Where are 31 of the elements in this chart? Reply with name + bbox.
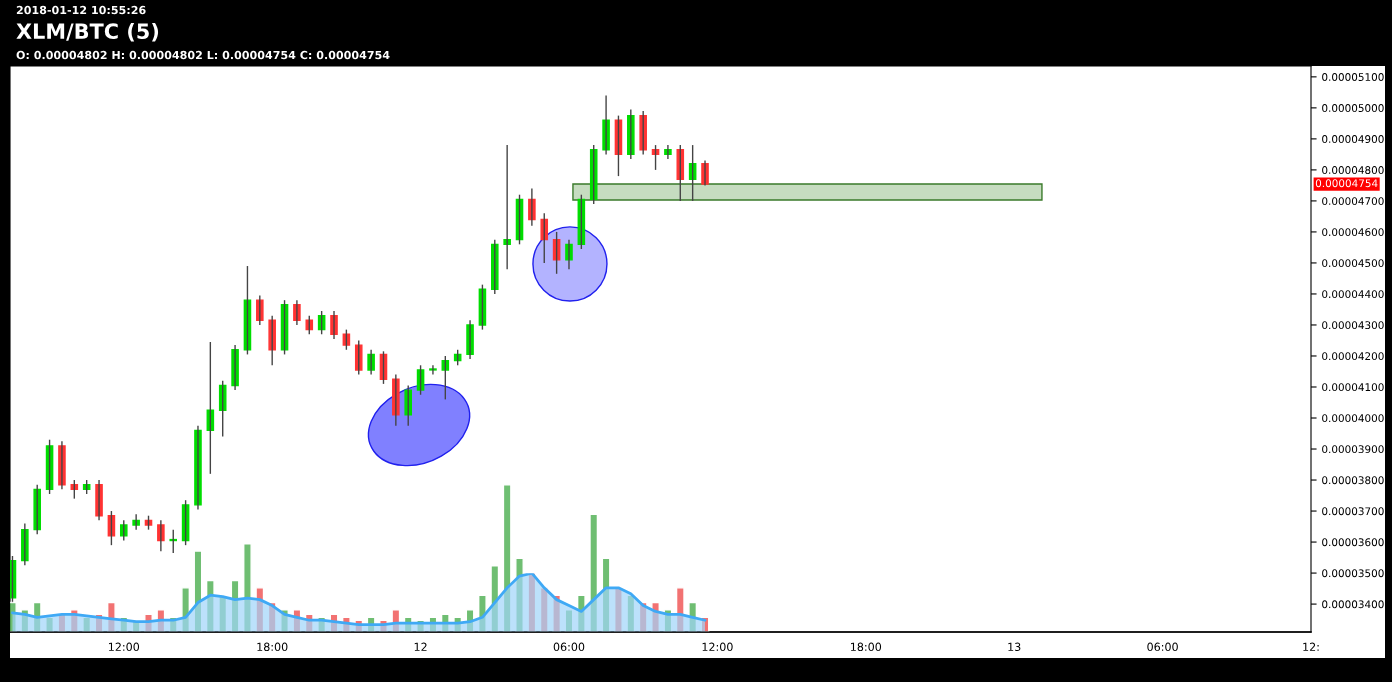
x-tick-label: 12:: [1303, 642, 1319, 651]
text: 2018-01-12 10:55:26: [16, 5, 146, 15]
y-tick-label: 0.00004600: [1322, 228, 1384, 237]
chart-subtitle: O: 0.00004802 H: 0.00004802 L: 0.00004754 C: 0.00004754: [16, 50, 390, 60]
text: 0.00004754: [1315, 179, 1378, 188]
x-tick-label: 06:00: [1147, 642, 1178, 652]
chart-title: XLM/BTC (5): [16, 22, 159, 42]
y-tick-label: 0.00003400: [1322, 600, 1384, 609]
y-tick-label: 0.00004700: [1322, 197, 1384, 206]
x-tick-label: 12:00: [108, 642, 140, 652]
y-tick-label: 0.00003600: [1322, 538, 1384, 547]
y-tick-label: 0.00003700: [1322, 507, 1384, 516]
x-tick-label: 12: [414, 642, 427, 651]
x-tick-label: 06:00: [553, 642, 585, 652]
y-tick-label: 0.00005000: [1322, 104, 1384, 112]
y-tick-label: 0.00003900: [1322, 445, 1384, 454]
y-tick-label: 0.00004800: [1322, 166, 1384, 174]
x-tick-label: 13: [1008, 642, 1021, 652]
y-tick-label: 0.00003500: [1322, 569, 1384, 578]
x-tick-label: 18:00: [851, 642, 882, 652]
x-tick-label: 12:00: [702, 642, 733, 652]
y-tick-label: 0.00004000: [1322, 414, 1384, 423]
y-tick-label: 0.00004900: [1322, 135, 1384, 143]
y-tick-label: 0.00003800: [1322, 476, 1384, 485]
x-tick-label: 18:00: [257, 642, 288, 652]
y-tick-label: 0.00004400: [1322, 290, 1384, 299]
y-tick-label: 0.00004100: [1322, 383, 1384, 392]
y-tick-label: 0.00004200: [1322, 352, 1384, 361]
y-tick-label: 0.00004500: [1322, 259, 1384, 268]
y-tick-label: 0.00004300: [1322, 321, 1384, 330]
y-tick-label: 0.00005100: [1322, 73, 1384, 81]
